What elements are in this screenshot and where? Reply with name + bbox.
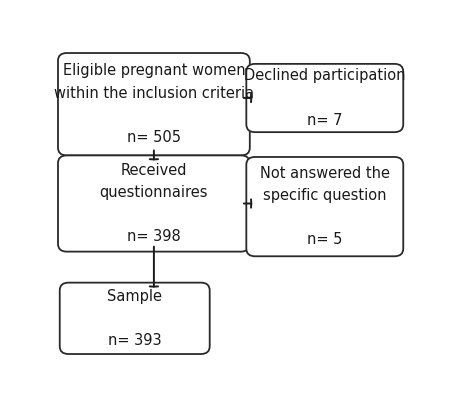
FancyBboxPatch shape [246, 64, 403, 132]
FancyBboxPatch shape [246, 157, 403, 256]
Text: Eligible pregnant women
within the inclusion criteria

n= 505: Eligible pregnant women within the inclu… [54, 63, 254, 145]
Text: Received
questionnaires

n= 398: Received questionnaires n= 398 [99, 163, 208, 244]
Text: Sample

n= 393: Sample n= 393 [107, 289, 162, 348]
FancyBboxPatch shape [60, 283, 210, 354]
Text: Not answered the
specific question

n= 5: Not answered the specific question n= 5 [260, 166, 390, 247]
FancyBboxPatch shape [58, 53, 250, 156]
FancyBboxPatch shape [58, 156, 250, 251]
Text: Declined participation

n= 7: Declined participation n= 7 [244, 69, 405, 128]
